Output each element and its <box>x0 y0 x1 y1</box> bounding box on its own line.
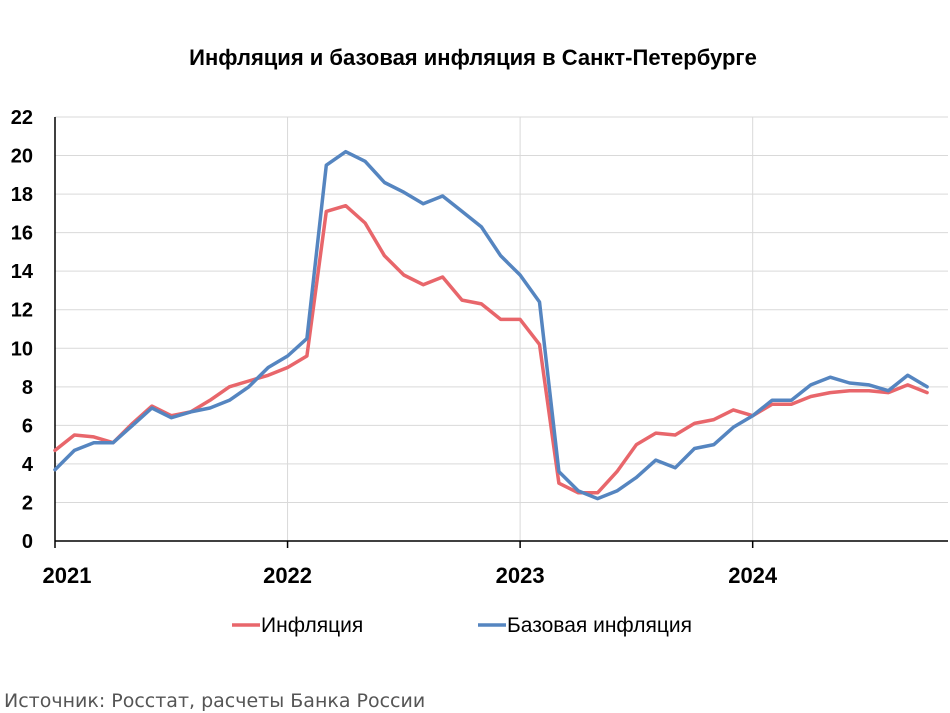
legend: Инфляция Базовая инфляция <box>232 614 692 637</box>
y-tick-label: 14 <box>11 261 34 283</box>
x-tick-label: 2024 <box>728 563 778 588</box>
x-tick-label: 2023 <box>496 563 545 588</box>
series-lines <box>53 149 929 501</box>
y-tick-label: 4 <box>22 454 34 476</box>
x-tick-label: 2021 <box>43 563 92 588</box>
y-tick-label: 12 <box>11 300 33 322</box>
y-tick-label: 6 <box>22 415 33 437</box>
y-tick-label: 2 <box>22 492 33 514</box>
y-axis-ticks: 0 2 4 6 8 10 12 14 16 18 20 22 <box>11 107 34 553</box>
y-tick-label: 8 <box>22 377 33 399</box>
y-tick-label: 18 <box>11 184 33 206</box>
chart-title: Инфляция и базовая инфляция в Санкт-Пете… <box>189 45 757 70</box>
grid <box>54 116 948 542</box>
x-axis-ticks: 2021 2022 2023 2024 <box>43 541 778 588</box>
y-tick-label: 0 <box>22 531 33 553</box>
series-line-core-inflation <box>53 149 929 501</box>
y-tick-label: 22 <box>11 107 33 129</box>
legend-label: Базовая инфляция <box>507 614 692 637</box>
source-note: Источник: Росстат, расчеты Банка России <box>4 690 425 712</box>
x-tick-label: 2022 <box>263 563 312 588</box>
y-tick-label: 20 <box>11 146 33 168</box>
y-tick-label: 10 <box>11 338 33 360</box>
legend-label: Инфляция <box>261 614 363 637</box>
series-line-inflation <box>53 203 929 495</box>
y-tick-label: 16 <box>11 223 33 245</box>
